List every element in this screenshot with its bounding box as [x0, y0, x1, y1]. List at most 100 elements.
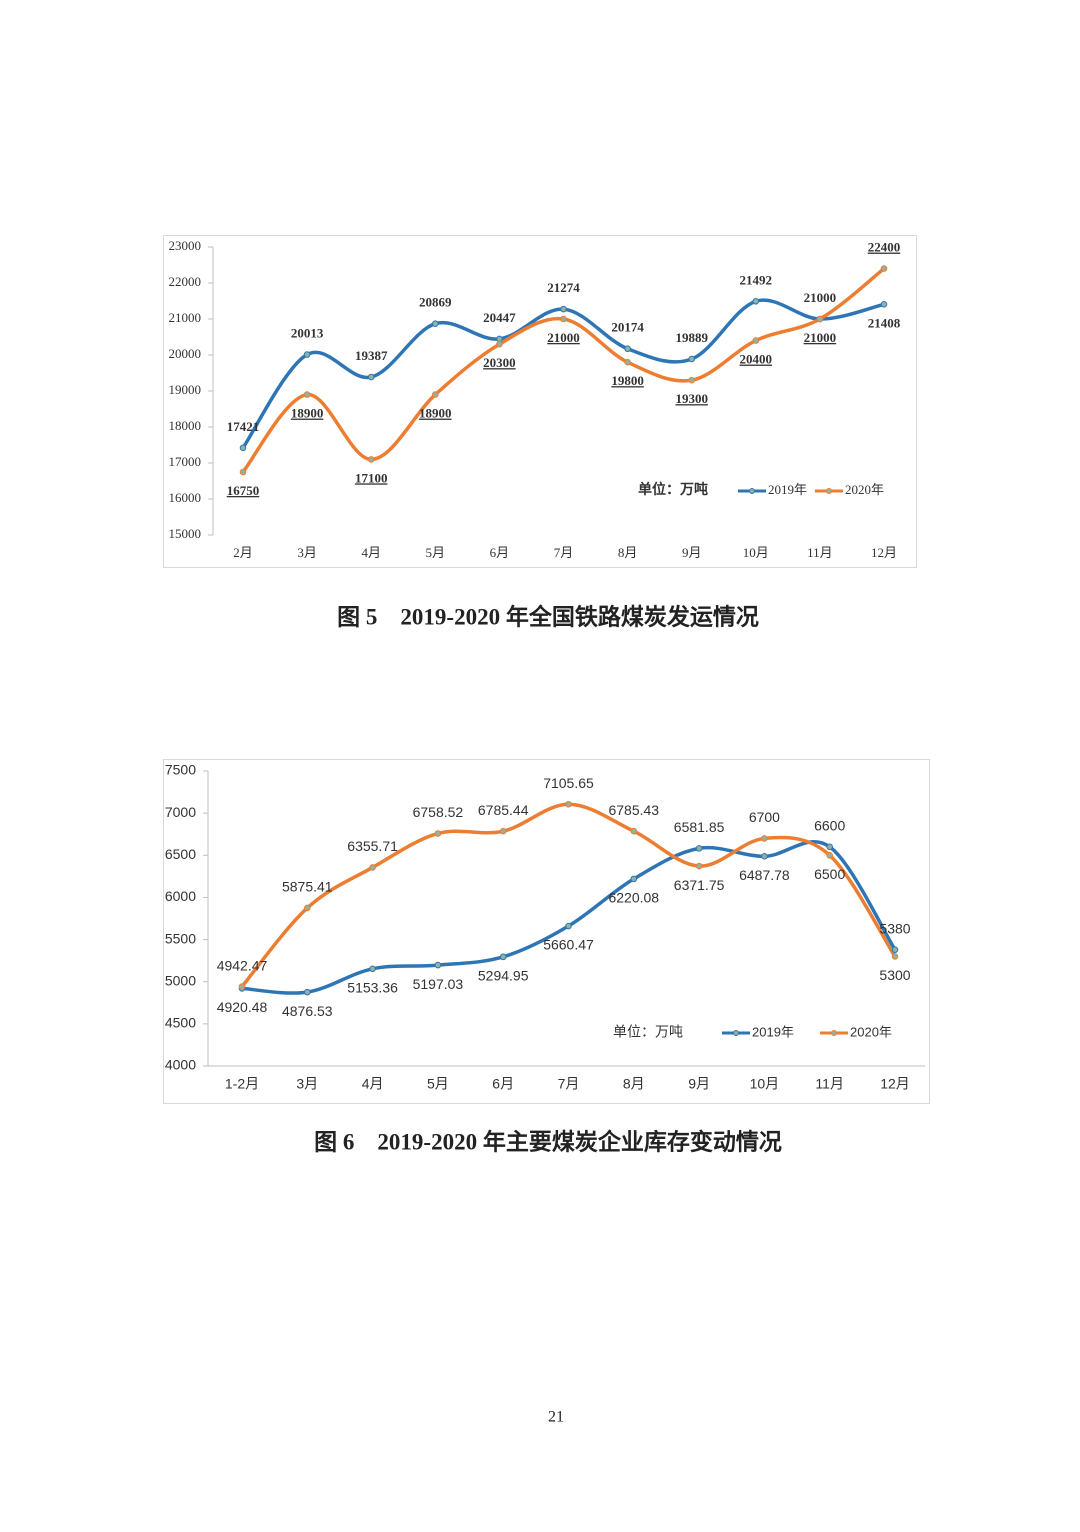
data-label: 5380 — [879, 920, 910, 936]
data-point — [695, 845, 703, 852]
chart-frame — [163, 235, 917, 568]
page-number: 21 — [548, 1409, 564, 1426]
data-point — [434, 961, 442, 969]
x-tick-label: 8月 — [618, 545, 638, 560]
data-point — [816, 315, 824, 323]
legend-label: 2020年 — [850, 1024, 892, 1039]
data-label: 6600 — [814, 818, 845, 834]
figure-caption: 图 5 2019-2020 年全国铁路煤炭发运情况 — [337, 603, 759, 629]
x-tick-label: 10月 — [750, 1076, 780, 1092]
y-tick-label: 18000 — [169, 418, 202, 433]
data-label: 6785.44 — [478, 802, 529, 818]
data-label: 4920.48 — [217, 999, 268, 1015]
data-label: 20013 — [291, 326, 324, 341]
data-label: 6220.08 — [608, 890, 659, 906]
data-point — [303, 391, 311, 398]
y-tick-label: 4500 — [165, 1015, 196, 1031]
data-label: 20174 — [611, 320, 644, 335]
data-point — [761, 853, 768, 860]
data-label: 21274 — [547, 280, 580, 295]
data-point — [432, 391, 439, 398]
data-point — [303, 351, 311, 358]
annotation: 单位：万吨 — [613, 1024, 683, 1040]
data-label: 22400 — [868, 240, 901, 255]
data-label: 19800 — [611, 373, 644, 388]
x-tick-label: 4月 — [361, 545, 381, 560]
data-point — [761, 835, 768, 842]
x-tick-label: 7月 — [558, 1076, 580, 1092]
data-point — [304, 988, 311, 996]
data-label: 18900 — [291, 406, 324, 421]
data-point — [880, 265, 888, 272]
x-tick-label: 12月 — [880, 1076, 910, 1092]
legend-label: 2020年 — [845, 482, 884, 497]
data-label: 6581.85 — [674, 819, 725, 835]
data-point — [891, 953, 899, 960]
y-tick-label: 15000 — [169, 526, 202, 541]
x-tick-label: 3月 — [296, 1076, 318, 1092]
x-tick-label: 3月 — [297, 545, 317, 560]
y-tick-label: 20000 — [169, 346, 202, 361]
y-tick-label: 23000 — [169, 238, 202, 253]
data-label: 20400 — [740, 352, 773, 367]
data-label: 7105.65 — [543, 775, 594, 791]
y-tick-label: 22000 — [169, 274, 202, 289]
legend-marker — [826, 488, 832, 494]
data-label: 5197.03 — [413, 976, 464, 992]
data-point — [752, 337, 760, 344]
x-tick-label: 2月 — [233, 545, 253, 560]
data-label: 5875.41 — [282, 879, 333, 895]
y-tick-label: 19000 — [169, 382, 202, 397]
y-tick-label: 7000 — [165, 804, 196, 820]
data-label: 20447 — [483, 310, 516, 325]
data-point — [565, 922, 572, 930]
data-label: 21000 — [804, 330, 837, 345]
data-point — [826, 851, 834, 859]
data-label: 21408 — [868, 315, 901, 330]
data-point — [367, 456, 375, 463]
y-tick-label: 17000 — [169, 454, 202, 469]
data-point — [560, 305, 567, 313]
data-label: 6487.78 — [739, 867, 790, 883]
y-tick-label: 7500 — [165, 762, 196, 778]
figure-caption: 图 6 2019-2020 年主要煤炭企业库存变动情况 — [314, 1128, 782, 1154]
series-line — [241, 298, 885, 449]
legend-marker — [831, 1030, 837, 1036]
x-tick-label: 9月 — [682, 545, 702, 560]
annotation: 单位：万吨 — [638, 481, 708, 498]
data-point — [432, 320, 439, 328]
data-label: 4942.47 — [217, 957, 268, 973]
data-point — [369, 965, 376, 973]
data-label: 6758.52 — [413, 804, 464, 820]
x-tick-label: 10月 — [743, 545, 769, 560]
y-tick-label: 21000 — [169, 310, 202, 325]
legend-marker — [749, 488, 755, 494]
data-label: 17421 — [227, 419, 260, 434]
x-tick-label: 5月 — [426, 545, 446, 560]
y-tick-label: 16000 — [169, 490, 202, 505]
data-point — [499, 827, 507, 835]
chart-frame — [163, 759, 930, 1104]
data-label: 6355.71 — [347, 838, 398, 854]
data-label: 16750 — [227, 483, 260, 498]
data-point — [880, 301, 888, 308]
data-label: 20869 — [419, 295, 452, 310]
data-point — [695, 862, 703, 870]
data-point — [688, 376, 696, 384]
data-label: 6785.43 — [608, 802, 659, 818]
data-point — [434, 830, 442, 837]
data-point — [630, 827, 638, 835]
data-point — [367, 373, 375, 381]
data-label: 5300 — [879, 967, 910, 983]
data-point — [239, 468, 247, 476]
series-line — [241, 840, 897, 995]
x-tick-label: 8月 — [623, 1076, 645, 1092]
data-label: 21000 — [547, 330, 580, 345]
data-point — [891, 946, 899, 953]
data-point — [826, 843, 834, 851]
y-tick-label: 6500 — [165, 846, 196, 862]
legend-label: 2019年 — [768, 482, 807, 497]
data-label: 4876.53 — [282, 1003, 333, 1019]
